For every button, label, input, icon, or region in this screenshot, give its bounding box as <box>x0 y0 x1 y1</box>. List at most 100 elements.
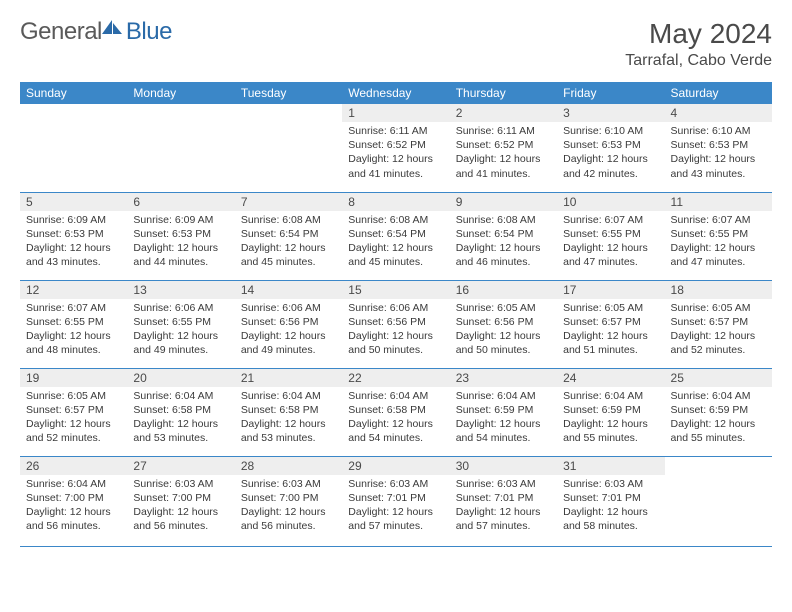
day-details: Sunrise: 6:07 AMSunset: 6:55 PMDaylight:… <box>20 299 127 362</box>
day-number: 10 <box>557 193 664 211</box>
day-details: Sunrise: 6:11 AMSunset: 6:52 PMDaylight:… <box>342 122 449 185</box>
day-header-row: Sunday Monday Tuesday Wednesday Thursday… <box>20 82 772 104</box>
day-details: Sunrise: 6:11 AMSunset: 6:52 PMDaylight:… <box>450 122 557 185</box>
brand-word-general: General <box>20 18 102 46</box>
calendar-cell: 14Sunrise: 6:06 AMSunset: 6:56 PMDayligh… <box>235 280 342 368</box>
calendar-week-row: 5Sunrise: 6:09 AMSunset: 6:53 PMDaylight… <box>20 192 772 280</box>
calendar-cell: 24Sunrise: 6:04 AMSunset: 6:59 PMDayligh… <box>557 368 664 456</box>
calendar-week-row: 19Sunrise: 6:05 AMSunset: 6:57 PMDayligh… <box>20 368 772 456</box>
empty-day <box>127 104 234 122</box>
calendar-cell: 28Sunrise: 6:03 AMSunset: 7:00 PMDayligh… <box>235 456 342 546</box>
day-details: Sunrise: 6:10 AMSunset: 6:53 PMDaylight:… <box>665 122 772 185</box>
day-number: 15 <box>342 281 449 299</box>
day-details: Sunrise: 6:04 AMSunset: 7:00 PMDaylight:… <box>20 475 127 538</box>
day-details: Sunrise: 6:03 AMSunset: 7:01 PMDaylight:… <box>450 475 557 538</box>
calendar-cell <box>235 104 342 192</box>
day-details: Sunrise: 6:04 AMSunset: 6:59 PMDaylight:… <box>665 387 772 450</box>
calendar-cell: 30Sunrise: 6:03 AMSunset: 7:01 PMDayligh… <box>450 456 557 546</box>
day-details: Sunrise: 6:08 AMSunset: 6:54 PMDaylight:… <box>342 211 449 274</box>
calendar-cell: 9Sunrise: 6:08 AMSunset: 6:54 PMDaylight… <box>450 192 557 280</box>
day-number: 31 <box>557 457 664 475</box>
day-details: Sunrise: 6:08 AMSunset: 6:54 PMDaylight:… <box>235 211 342 274</box>
day-number: 7 <box>235 193 342 211</box>
day-number: 29 <box>342 457 449 475</box>
empty-day <box>235 104 342 122</box>
day-number: 27 <box>127 457 234 475</box>
day-number: 28 <box>235 457 342 475</box>
day-details: Sunrise: 6:04 AMSunset: 6:59 PMDaylight:… <box>557 387 664 450</box>
brand-word-blue: Blue <box>126 18 172 46</box>
day-number: 17 <box>557 281 664 299</box>
title-block: May 2024 Tarrafal, Cabo Verde <box>625 18 772 70</box>
calendar-cell <box>127 104 234 192</box>
empty-day <box>20 104 127 122</box>
calendar-cell: 18Sunrise: 6:05 AMSunset: 6:57 PMDayligh… <box>665 280 772 368</box>
calendar-table: Sunday Monday Tuesday Wednesday Thursday… <box>20 82 772 547</box>
calendar-cell: 23Sunrise: 6:04 AMSunset: 6:59 PMDayligh… <box>450 368 557 456</box>
day-details: Sunrise: 6:10 AMSunset: 6:53 PMDaylight:… <box>557 122 664 185</box>
calendar-cell: 6Sunrise: 6:09 AMSunset: 6:53 PMDaylight… <box>127 192 234 280</box>
day-header: Friday <box>557 82 664 104</box>
day-number: 18 <box>665 281 772 299</box>
calendar-cell: 2Sunrise: 6:11 AMSunset: 6:52 PMDaylight… <box>450 104 557 192</box>
calendar-cell: 5Sunrise: 6:09 AMSunset: 6:53 PMDaylight… <box>20 192 127 280</box>
calendar-cell: 20Sunrise: 6:04 AMSunset: 6:58 PMDayligh… <box>127 368 234 456</box>
calendar-cell: 17Sunrise: 6:05 AMSunset: 6:57 PMDayligh… <box>557 280 664 368</box>
day-header: Monday <box>127 82 234 104</box>
day-details: Sunrise: 6:07 AMSunset: 6:55 PMDaylight:… <box>665 211 772 274</box>
day-number: 24 <box>557 369 664 387</box>
day-number: 2 <box>450 104 557 122</box>
day-details: Sunrise: 6:09 AMSunset: 6:53 PMDaylight:… <box>20 211 127 274</box>
location-subtitle: Tarrafal, Cabo Verde <box>625 52 772 70</box>
empty-day <box>665 457 772 475</box>
day-details: Sunrise: 6:03 AMSunset: 7:00 PMDaylight:… <box>127 475 234 538</box>
calendar-cell: 31Sunrise: 6:03 AMSunset: 7:01 PMDayligh… <box>557 456 664 546</box>
page-header: General Blue May 2024 Tarrafal, Cabo Ver… <box>20 18 772 70</box>
calendar-cell: 26Sunrise: 6:04 AMSunset: 7:00 PMDayligh… <box>20 456 127 546</box>
calendar-week-row: 12Sunrise: 6:07 AMSunset: 6:55 PMDayligh… <box>20 280 772 368</box>
calendar-week-row: 26Sunrise: 6:04 AMSunset: 7:00 PMDayligh… <box>20 456 772 546</box>
calendar-cell: 27Sunrise: 6:03 AMSunset: 7:00 PMDayligh… <box>127 456 234 546</box>
day-details: Sunrise: 6:05 AMSunset: 6:56 PMDaylight:… <box>450 299 557 362</box>
day-details: Sunrise: 6:07 AMSunset: 6:55 PMDaylight:… <box>557 211 664 274</box>
calendar-cell <box>665 456 772 546</box>
calendar-cell: 10Sunrise: 6:07 AMSunset: 6:55 PMDayligh… <box>557 192 664 280</box>
day-number: 16 <box>450 281 557 299</box>
calendar-cell: 29Sunrise: 6:03 AMSunset: 7:01 PMDayligh… <box>342 456 449 546</box>
calendar-cell: 12Sunrise: 6:07 AMSunset: 6:55 PMDayligh… <box>20 280 127 368</box>
calendar-cell: 16Sunrise: 6:05 AMSunset: 6:56 PMDayligh… <box>450 280 557 368</box>
day-number: 6 <box>127 193 234 211</box>
calendar-cell: 8Sunrise: 6:08 AMSunset: 6:54 PMDaylight… <box>342 192 449 280</box>
day-details: Sunrise: 6:03 AMSunset: 7:01 PMDaylight:… <box>557 475 664 538</box>
day-header: Tuesday <box>235 82 342 104</box>
day-number: 8 <box>342 193 449 211</box>
day-number: 23 <box>450 369 557 387</box>
month-title: May 2024 <box>625 18 772 50</box>
calendar-cell: 25Sunrise: 6:04 AMSunset: 6:59 PMDayligh… <box>665 368 772 456</box>
day-number: 30 <box>450 457 557 475</box>
day-number: 4 <box>665 104 772 122</box>
calendar-week-row: 1Sunrise: 6:11 AMSunset: 6:52 PMDaylight… <box>20 104 772 192</box>
day-number: 1 <box>342 104 449 122</box>
day-number: 13 <box>127 281 234 299</box>
day-number: 22 <box>342 369 449 387</box>
day-number: 5 <box>20 193 127 211</box>
day-details: Sunrise: 6:08 AMSunset: 6:54 PMDaylight:… <box>450 211 557 274</box>
day-header: Saturday <box>665 82 772 104</box>
day-header: Sunday <box>20 82 127 104</box>
day-number: 14 <box>235 281 342 299</box>
day-number: 9 <box>450 193 557 211</box>
day-number: 11 <box>665 193 772 211</box>
calendar-cell: 4Sunrise: 6:10 AMSunset: 6:53 PMDaylight… <box>665 104 772 192</box>
day-details: Sunrise: 6:05 AMSunset: 6:57 PMDaylight:… <box>20 387 127 450</box>
calendar-cell: 7Sunrise: 6:08 AMSunset: 6:54 PMDaylight… <box>235 192 342 280</box>
calendar-cell: 19Sunrise: 6:05 AMSunset: 6:57 PMDayligh… <box>20 368 127 456</box>
day-details: Sunrise: 6:04 AMSunset: 6:59 PMDaylight:… <box>450 387 557 450</box>
brand-logo: General Blue <box>20 18 172 46</box>
day-number: 19 <box>20 369 127 387</box>
day-number: 26 <box>20 457 127 475</box>
day-details: Sunrise: 6:06 AMSunset: 6:55 PMDaylight:… <box>127 299 234 362</box>
day-number: 12 <box>20 281 127 299</box>
calendar-cell: 13Sunrise: 6:06 AMSunset: 6:55 PMDayligh… <box>127 280 234 368</box>
day-number: 25 <box>665 369 772 387</box>
